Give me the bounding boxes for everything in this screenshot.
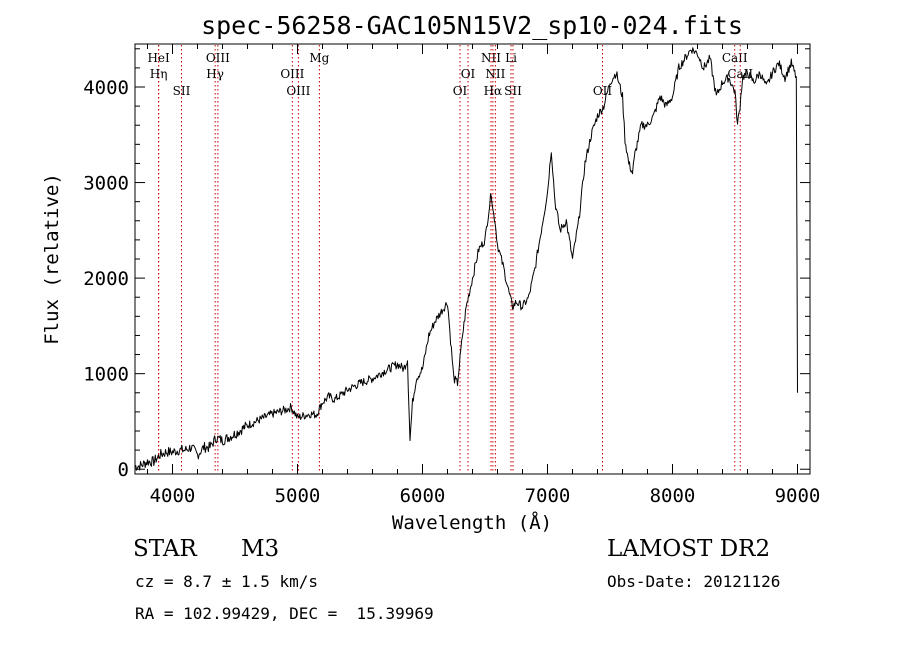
line-marker-label: CaII — [722, 51, 748, 65]
x-tick-label: 9000 — [775, 485, 821, 507]
x-tick-label: 4000 — [150, 485, 196, 507]
plot-area — [134, 43, 811, 475]
y-tick-label: 0 — [118, 459, 129, 481]
line-marker-label: OIII — [280, 67, 304, 81]
line-marker-label: NII — [485, 67, 505, 81]
plot-frame — [134, 43, 811, 475]
line-marker-label: SII — [173, 84, 191, 98]
line-marker-label: OIII — [286, 84, 310, 98]
spectrum-chart: spec-56258-GAC105N15V2_sp10-024.fits HeI… — [41, 11, 820, 534]
coordinates: RA = 102.99429, DEC = 15.39969 — [135, 604, 434, 623]
line-marker-label: NII — [481, 51, 501, 65]
obs-date: Obs-Date: 20121126 — [607, 572, 781, 591]
x-tick-label: 6000 — [400, 485, 446, 507]
x-axis-label: Wavelength (Å) — [392, 511, 552, 534]
x-tick-label: 8000 — [650, 485, 696, 507]
axis-ticks: 4000 5000 6000 7000 8000 9000 0 1000 2000 3000 400… — [83, 44, 820, 507]
line-marker-label: Mg — [309, 51, 329, 65]
x-tick-label: 5000 — [275, 485, 321, 507]
y-tick-label: 3000 — [83, 173, 129, 195]
y-tick-label: 1000 — [83, 364, 129, 386]
spectrum-series — [134, 47, 798, 471]
survey-name: LAMOST DR2 — [607, 536, 771, 562]
y-tick-label: 4000 — [83, 77, 129, 99]
line-marker-label: Hα — [484, 84, 503, 98]
object-subclass: M3 — [241, 536, 280, 562]
chart-title: spec-56258-GAC105N15V2_sp10-024.fits — [201, 11, 743, 40]
y-axis-label: Flux (relative) — [41, 173, 63, 345]
line-marker-label: OII — [593, 84, 613, 98]
line-marker-label: OI — [453, 84, 468, 98]
y-tick-label: 2000 — [83, 268, 129, 290]
line-marker-label: OIII — [206, 51, 230, 65]
line-marker-label: Li — [505, 51, 517, 65]
spectrum-line — [134, 47, 798, 471]
line-marker-label: SII — [504, 84, 522, 98]
object-class: STAR — [133, 536, 197, 562]
line-marker-label: Hη — [150, 67, 168, 81]
redshift-value: cz = 8.7 ± 1.5 km/s — [135, 572, 319, 591]
line-marker-label: Hγ — [206, 67, 224, 81]
x-tick-label: 7000 — [525, 485, 571, 507]
line-marker-label: OI — [461, 67, 476, 81]
